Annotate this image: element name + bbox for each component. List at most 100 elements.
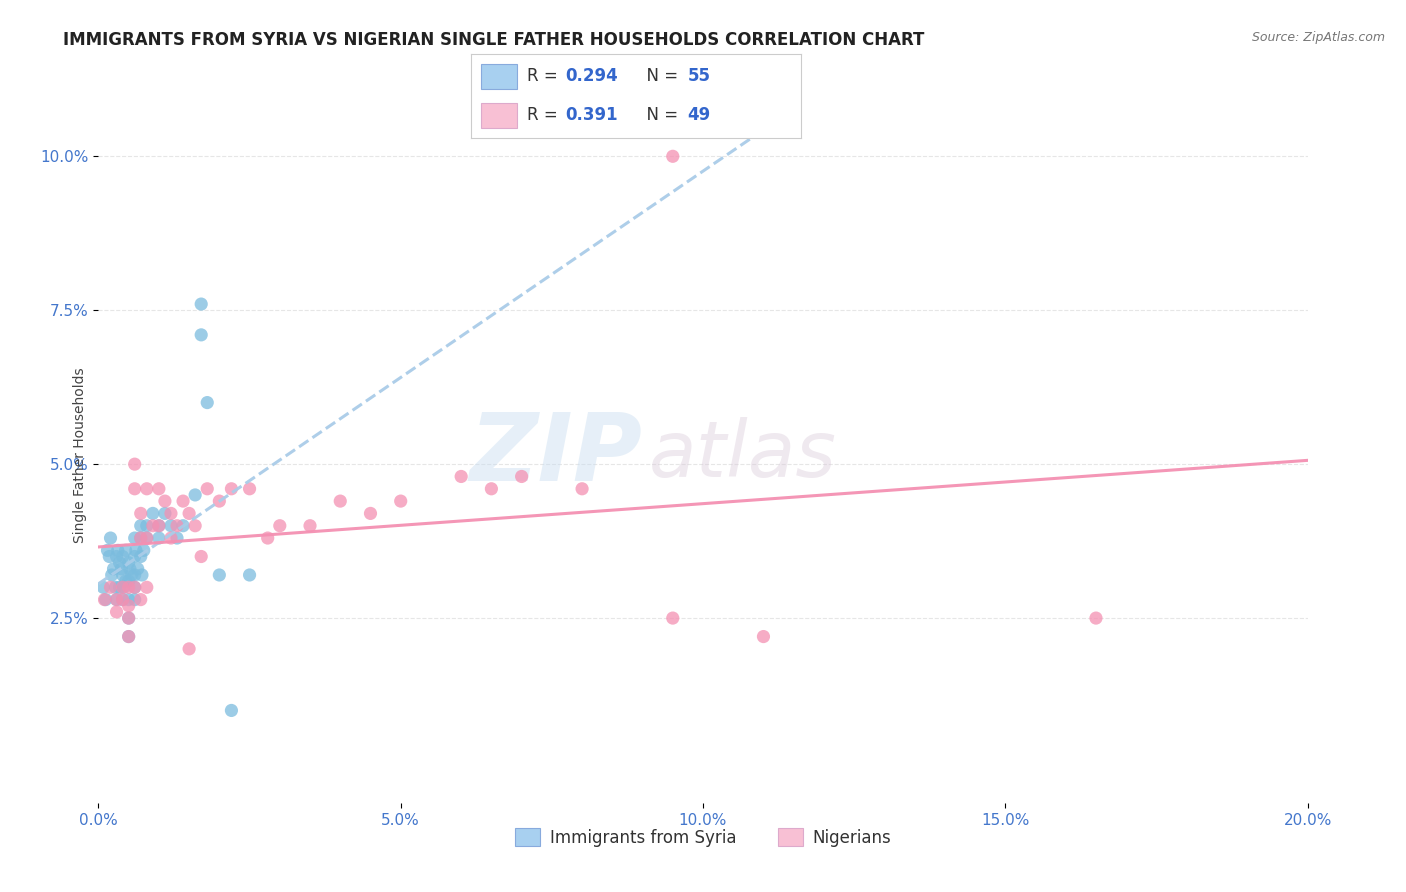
Point: [172, 518, 194, 533]
Point: [132, 543, 155, 558]
Point: [195, 482, 218, 496]
Point: [239, 482, 262, 496]
Point: [100, 531, 122, 545]
Point: [190, 297, 212, 311]
Point: [112, 580, 135, 594]
Point: [135, 518, 157, 533]
Point: [510, 469, 533, 483]
Point: [1085, 611, 1108, 625]
Point: [299, 518, 322, 533]
Point: [148, 482, 170, 496]
Point: [184, 518, 207, 533]
Point: [129, 531, 152, 545]
Point: [108, 580, 131, 594]
Point: [124, 580, 146, 594]
Point: [329, 494, 352, 508]
Point: [195, 395, 218, 409]
Point: [160, 507, 183, 521]
Point: [124, 580, 146, 594]
Point: [135, 531, 157, 545]
Point: [239, 568, 262, 582]
Point: [100, 568, 122, 582]
Text: IMMIGRANTS FROM SYRIA VS NIGERIAN SINGLE FATHER HOUSEHOLDS CORRELATION CHART: IMMIGRANTS FROM SYRIA VS NIGERIAN SINGLE…: [63, 31, 925, 49]
Point: [190, 549, 212, 564]
Point: [111, 592, 134, 607]
Point: [135, 482, 157, 496]
Text: 49: 49: [688, 106, 710, 124]
Point: [124, 531, 146, 545]
Point: [129, 531, 152, 545]
Point: [481, 482, 503, 496]
Point: [124, 482, 146, 496]
Point: [105, 605, 128, 619]
Point: [135, 531, 157, 545]
Point: [148, 518, 170, 533]
Point: [129, 592, 152, 607]
Point: [107, 543, 129, 558]
Point: [111, 592, 134, 607]
Point: [129, 549, 152, 564]
Point: [752, 630, 775, 644]
Legend: Immigrants from Syria, Nigerians: Immigrants from Syria, Nigerians: [508, 822, 898, 854]
Point: [661, 611, 683, 625]
Point: [184, 488, 207, 502]
Point: [124, 592, 146, 607]
Point: [208, 568, 231, 582]
Point: [135, 580, 157, 594]
Point: [103, 562, 125, 576]
Point: [114, 543, 136, 558]
Point: [98, 549, 121, 564]
Point: [118, 580, 141, 594]
Text: 0.391: 0.391: [565, 106, 617, 124]
Text: N =: N =: [637, 68, 683, 86]
Point: [121, 568, 143, 582]
Text: N =: N =: [637, 106, 683, 124]
Point: [208, 494, 231, 508]
Point: [153, 494, 176, 508]
Point: [110, 562, 132, 576]
Point: [124, 549, 146, 564]
Point: [571, 482, 593, 496]
Point: [118, 562, 141, 576]
Point: [179, 641, 201, 656]
FancyBboxPatch shape: [481, 63, 517, 89]
Point: [389, 494, 412, 508]
Point: [131, 568, 153, 582]
Text: R =: R =: [527, 106, 564, 124]
Point: [118, 556, 141, 570]
Point: [269, 518, 291, 533]
Point: [166, 518, 188, 533]
Point: [111, 580, 134, 594]
Point: [148, 531, 170, 545]
Point: [160, 531, 183, 545]
Point: [118, 611, 141, 625]
Point: [118, 599, 141, 613]
Point: [148, 518, 170, 533]
Point: [105, 592, 128, 607]
Text: Source: ZipAtlas.com: Source: ZipAtlas.com: [1251, 31, 1385, 45]
Point: [100, 580, 122, 594]
Text: atlas: atlas: [648, 417, 837, 493]
Text: 55: 55: [688, 68, 710, 86]
Point: [105, 592, 128, 607]
Point: [142, 507, 165, 521]
Point: [160, 518, 183, 533]
Point: [104, 580, 127, 594]
Point: [118, 611, 141, 625]
Point: [129, 507, 152, 521]
Point: [111, 568, 134, 582]
Point: [124, 457, 146, 471]
Point: [111, 549, 134, 564]
Point: [190, 327, 212, 342]
Text: R =: R =: [527, 68, 564, 86]
Point: [91, 580, 114, 594]
Point: [221, 482, 243, 496]
Text: 0.294: 0.294: [565, 68, 617, 86]
Point: [166, 531, 188, 545]
Point: [118, 592, 141, 607]
Point: [256, 531, 278, 545]
Text: ZIP: ZIP: [470, 409, 643, 501]
Point: [153, 507, 176, 521]
Point: [179, 507, 201, 521]
Point: [105, 549, 128, 564]
